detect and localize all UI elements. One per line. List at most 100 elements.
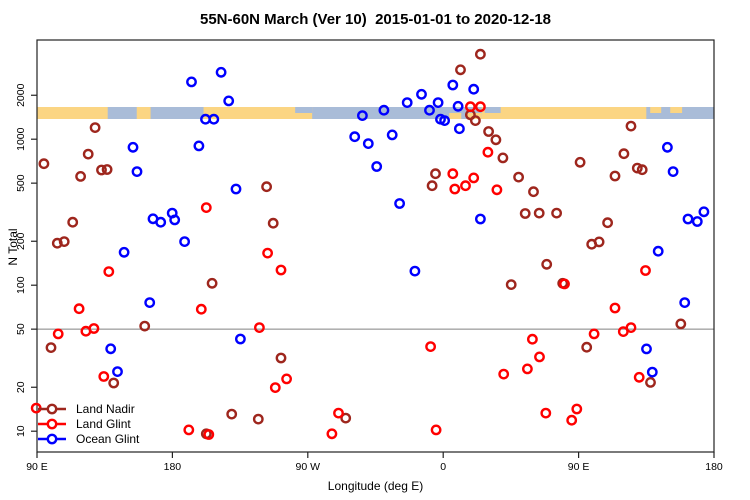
data-point-land-nadir — [58, 236, 70, 248]
data-point-land-glint — [571, 403, 583, 415]
data-point-land-glint — [281, 373, 292, 385]
data-point-land-glint — [449, 183, 461, 195]
data-point-ocean-glint — [230, 183, 242, 195]
data-point-land-nadir — [340, 412, 352, 424]
data-point-land-glint — [633, 371, 645, 383]
data-point-ocean-glint — [439, 115, 450, 127]
map-band-land-segment — [136, 107, 151, 119]
data-point-land-glint — [491, 184, 503, 196]
data-point-land-nadir — [593, 236, 605, 248]
data-point-ocean-glint — [401, 97, 413, 109]
x-tick-label: 90 W — [296, 461, 321, 473]
data-point-land-glint — [73, 303, 85, 315]
data-point-land-nadir — [513, 171, 524, 183]
data-point-land-glint — [588, 328, 600, 340]
data-point-ocean-glint — [131, 166, 143, 178]
data-point-land-nadir — [455, 64, 466, 76]
data-point-land-glint — [333, 407, 344, 419]
data-point-land-glint — [98, 371, 110, 382]
data-point-land-nadir — [267, 217, 279, 229]
data-point-land-glint — [430, 424, 442, 436]
data-point-land-glint — [482, 146, 494, 158]
data-point-land-nadir — [226, 408, 238, 420]
legend-label: Ocean Glint — [76, 432, 140, 446]
chart-title: 55N-60N March (Ver 10) 2015-01-01 to 202… — [199, 11, 552, 28]
data-point-ocean-glint — [179, 236, 191, 248]
y-tick-label: 1000 — [15, 127, 27, 151]
data-point-land-glint — [460, 180, 471, 192]
x-tick-label: 180 — [705, 461, 723, 473]
data-point-land-glint — [425, 341, 436, 352]
data-point-land-nadir — [67, 216, 79, 228]
x-tick-label: 180 — [164, 461, 182, 473]
data-point-land-glint — [326, 428, 338, 440]
data-point-land-nadir — [581, 341, 593, 353]
data-point-land-glint — [527, 333, 538, 345]
data-point-land-nadir — [541, 258, 553, 270]
data-point-land-glint — [52, 328, 64, 340]
data-point-ocean-glint — [662, 141, 673, 153]
data-point-ocean-glint — [144, 297, 156, 308]
data-point-land-nadir — [618, 148, 630, 160]
data-point-land-glint — [88, 323, 100, 334]
data-point-land-nadir — [497, 152, 509, 164]
data-point-land-nadir — [101, 164, 113, 175]
data-point-ocean-glint — [409, 265, 421, 277]
data-point-land-nadir — [528, 186, 539, 198]
data-point-land-nadir — [631, 162, 643, 174]
data-point-land-nadir — [533, 207, 545, 219]
legend-marker — [46, 433, 58, 445]
data-point-ocean-glint — [468, 83, 480, 95]
data-point-land-glint — [609, 302, 621, 314]
data-point-land-nadir — [625, 120, 637, 132]
y-tick-label: 100 — [15, 276, 27, 294]
data-point-ocean-glint — [349, 131, 361, 143]
data-point-land-nadir — [474, 48, 486, 60]
data-point-ocean-glint — [453, 123, 465, 135]
data-point-land-glint — [253, 322, 265, 333]
data-point-land-nadir — [551, 207, 562, 219]
data-point-land-glint — [183, 424, 195, 436]
data-point-ocean-glint — [641, 343, 652, 355]
data-point-ocean-glint — [215, 66, 227, 78]
data-point-land-glint — [195, 303, 207, 315]
data-point-land-nadir — [519, 208, 531, 219]
data-point-land-nadir — [505, 279, 517, 290]
map-band-patch-land — [670, 107, 683, 113]
legend-label: Land Nadir — [76, 402, 135, 416]
data-point-land-nadir — [490, 134, 502, 146]
data-point-ocean-glint — [118, 246, 130, 258]
x-axis-label: Longitude (deg E) — [327, 479, 424, 493]
data-point-land-glint — [447, 168, 459, 180]
data-point-ocean-glint — [691, 216, 703, 227]
data-point-land-glint — [498, 368, 510, 380]
data-point-ocean-glint — [394, 198, 405, 209]
data-point-land-nadir — [252, 413, 264, 425]
map-band-land-segment — [37, 107, 108, 119]
x-tick-label: 90 E — [26, 461, 48, 473]
data-point-ocean-glint — [679, 297, 691, 308]
data-point-land-nadir — [675, 318, 687, 330]
data-point-land-nadir — [275, 352, 287, 364]
data-point-land-glint — [262, 247, 273, 259]
legend-label: Land Glint — [76, 417, 131, 431]
map-band-patch-land — [650, 107, 662, 113]
data-point-land-nadir — [426, 180, 438, 192]
data-point-land-nadir — [574, 156, 586, 168]
data-point-land-glint — [269, 382, 281, 393]
data-point-ocean-glint — [424, 104, 435, 116]
data-point-ocean-glint — [356, 110, 368, 122]
data-point-ocean-glint — [378, 104, 390, 116]
data-point-land-glint — [625, 322, 637, 333]
data-point-land-glint — [534, 351, 545, 363]
data-point-ocean-glint — [223, 95, 235, 107]
data-point-land-nadir — [645, 376, 656, 388]
x-tick-label: 0 — [440, 461, 446, 473]
data-point-land-glint — [464, 101, 476, 113]
data-point-ocean-glint — [652, 245, 664, 257]
data-point-ocean-glint — [646, 366, 658, 378]
data-point-land-nadir — [609, 170, 621, 182]
y-tick-label: 10 — [15, 425, 27, 437]
